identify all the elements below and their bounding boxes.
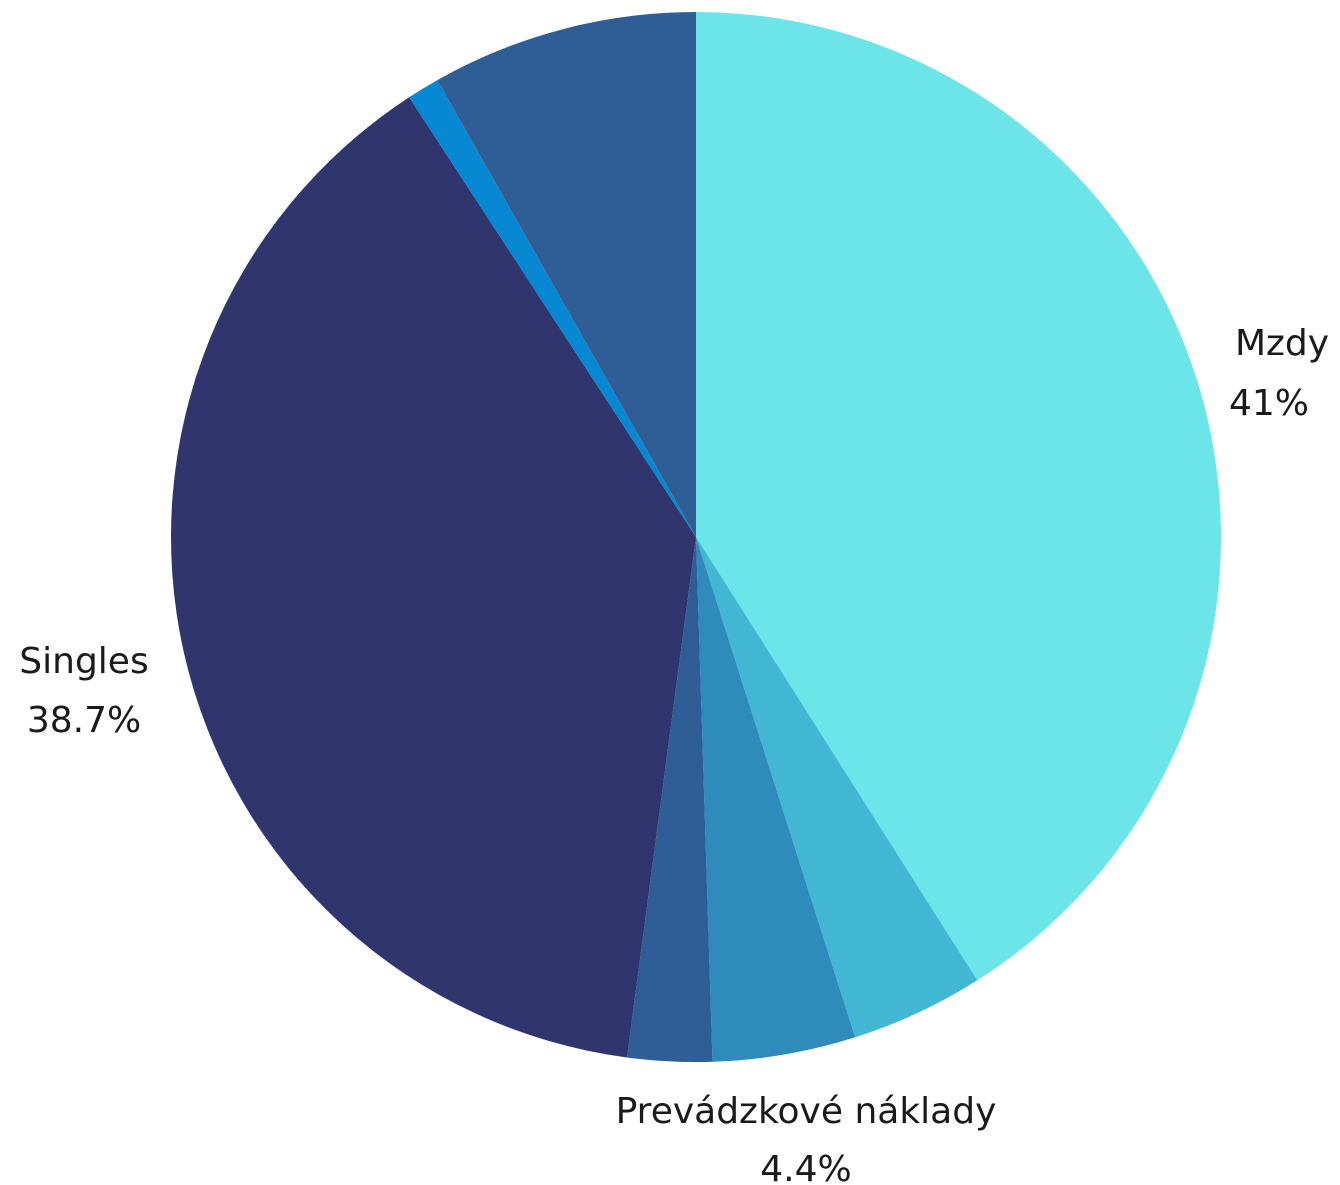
pie-slice-singles: [170, 97, 696, 1058]
pie-slice-3: [626, 537, 713, 1062]
pie-slice-mzdy: [696, 12, 1221, 981]
pie-slices: [170, 12, 1221, 1062]
pie-slice-prev-dzkov-n-klady: [696, 537, 856, 1062]
slice-name-label: Prevádzkové náklady: [616, 1091, 997, 1132]
slice-value-label: 38.7%: [27, 700, 141, 741]
pie-labels: Mzdy 41% Prevádzkové náklady 4.4% Singles 38.…: [19, 323, 1329, 1185]
slice-name-label: Singles: [19, 641, 148, 682]
slice-name-label: Mzdy: [1235, 323, 1329, 364]
pie-slice-1: [696, 537, 978, 1038]
pie-slice-5: [409, 80, 696, 538]
pie-slice-6: [437, 12, 696, 537]
slice-value-label: 41%: [1229, 383, 1309, 424]
slice-value-label: 4.4%: [760, 1149, 851, 1185]
